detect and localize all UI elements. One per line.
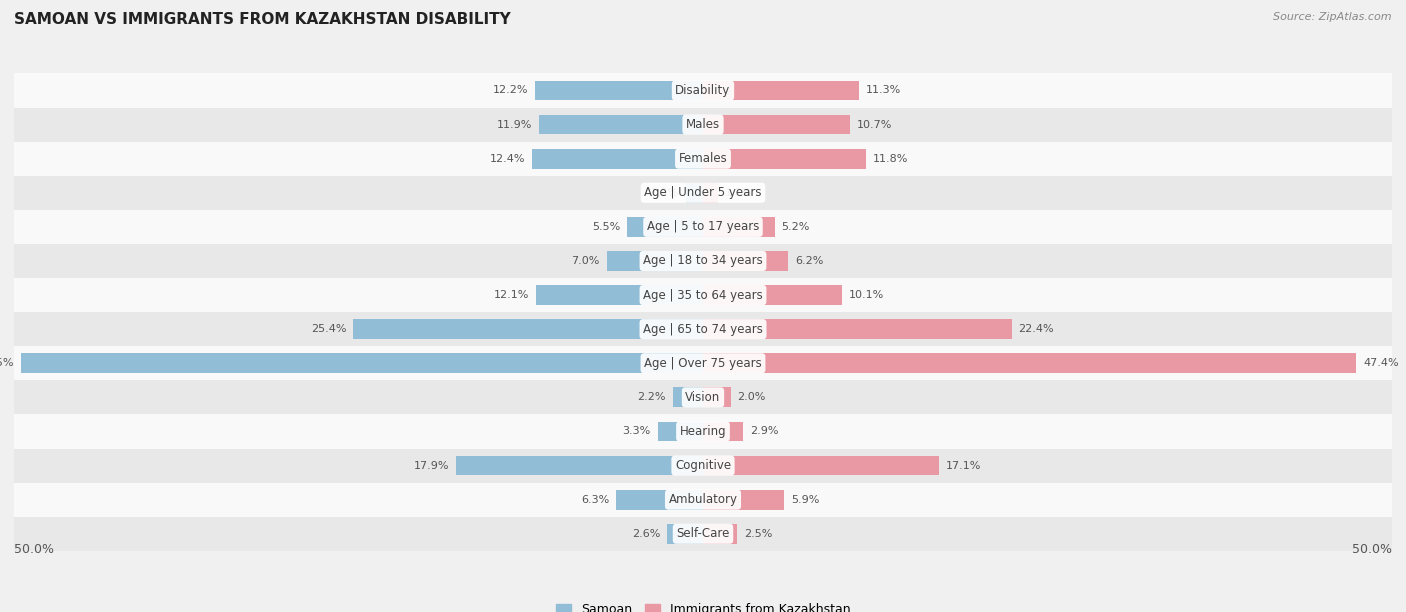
Bar <box>14 278 1392 312</box>
Bar <box>703 456 939 476</box>
Text: 47.4%: 47.4% <box>1362 358 1399 368</box>
Bar <box>14 176 1392 210</box>
Bar <box>14 517 1392 551</box>
Bar <box>14 414 1392 449</box>
Text: 1.1%: 1.1% <box>725 188 754 198</box>
Text: 12.1%: 12.1% <box>494 290 530 300</box>
Bar <box>14 108 1392 141</box>
Bar <box>606 251 703 271</box>
Text: 5.2%: 5.2% <box>782 222 810 232</box>
Text: Age | 35 to 64 years: Age | 35 to 64 years <box>643 289 763 302</box>
Text: Age | Under 5 years: Age | Under 5 years <box>644 186 762 200</box>
Text: Self-Care: Self-Care <box>676 528 730 540</box>
Text: 5.5%: 5.5% <box>592 222 620 232</box>
Bar <box>658 422 703 441</box>
Text: 11.3%: 11.3% <box>866 86 901 95</box>
Bar <box>703 251 789 271</box>
Text: 11.9%: 11.9% <box>496 119 531 130</box>
Bar <box>14 244 1392 278</box>
Text: Age | Over 75 years: Age | Over 75 years <box>644 357 762 370</box>
Text: 2.2%: 2.2% <box>637 392 666 402</box>
Bar <box>627 217 703 237</box>
Text: 2.0%: 2.0% <box>738 392 766 402</box>
Text: 17.1%: 17.1% <box>945 461 981 471</box>
Bar <box>14 141 1392 176</box>
Text: 50.0%: 50.0% <box>1353 543 1392 556</box>
Bar <box>353 319 703 339</box>
Text: 6.3%: 6.3% <box>581 494 609 505</box>
Bar <box>703 149 866 168</box>
Text: 2.5%: 2.5% <box>744 529 773 539</box>
Text: 10.7%: 10.7% <box>858 119 893 130</box>
Text: 25.4%: 25.4% <box>311 324 346 334</box>
Bar <box>14 380 1392 414</box>
Bar <box>14 73 1392 108</box>
Bar <box>14 312 1392 346</box>
Bar <box>457 456 703 476</box>
Text: 3.3%: 3.3% <box>623 427 651 436</box>
Bar <box>686 183 703 203</box>
Bar <box>672 387 703 407</box>
Text: 12.4%: 12.4% <box>489 154 526 163</box>
Bar <box>538 114 703 135</box>
Text: Hearing: Hearing <box>679 425 727 438</box>
Bar <box>21 353 703 373</box>
Text: 10.1%: 10.1% <box>849 290 884 300</box>
Text: 2.9%: 2.9% <box>749 427 779 436</box>
Bar <box>14 346 1392 380</box>
Text: 2.6%: 2.6% <box>631 529 661 539</box>
Text: 5.9%: 5.9% <box>792 494 820 505</box>
Bar <box>703 353 1357 373</box>
Text: Source: ZipAtlas.com: Source: ZipAtlas.com <box>1274 12 1392 22</box>
Bar <box>703 81 859 100</box>
Text: Age | 5 to 17 years: Age | 5 to 17 years <box>647 220 759 233</box>
Bar <box>703 387 731 407</box>
Text: 12.2%: 12.2% <box>492 86 529 95</box>
Bar <box>14 483 1392 517</box>
Text: 49.5%: 49.5% <box>0 358 14 368</box>
Bar <box>14 449 1392 483</box>
Bar <box>536 285 703 305</box>
Bar <box>668 524 703 543</box>
Bar <box>531 149 703 168</box>
Legend: Samoan, Immigrants from Kazakhstan: Samoan, Immigrants from Kazakhstan <box>555 603 851 612</box>
Bar <box>703 114 851 135</box>
Text: SAMOAN VS IMMIGRANTS FROM KAZAKHSTAN DISABILITY: SAMOAN VS IMMIGRANTS FROM KAZAKHSTAN DIS… <box>14 12 510 28</box>
Text: Cognitive: Cognitive <box>675 459 731 472</box>
Bar <box>703 422 742 441</box>
Bar <box>703 217 775 237</box>
Text: Disability: Disability <box>675 84 731 97</box>
Text: 6.2%: 6.2% <box>796 256 824 266</box>
Text: Age | 18 to 34 years: Age | 18 to 34 years <box>643 255 763 267</box>
Bar <box>616 490 703 510</box>
Bar <box>703 285 842 305</box>
Text: 11.8%: 11.8% <box>873 154 908 163</box>
Text: Males: Males <box>686 118 720 131</box>
Bar <box>703 490 785 510</box>
Text: 50.0%: 50.0% <box>14 543 53 556</box>
Text: Age | 65 to 74 years: Age | 65 to 74 years <box>643 323 763 335</box>
Bar <box>703 319 1012 339</box>
Text: 22.4%: 22.4% <box>1018 324 1054 334</box>
Bar <box>703 524 738 543</box>
Text: 7.0%: 7.0% <box>571 256 599 266</box>
Text: 17.9%: 17.9% <box>413 461 450 471</box>
Text: Ambulatory: Ambulatory <box>668 493 738 506</box>
Text: Vision: Vision <box>685 391 721 404</box>
Bar <box>14 210 1392 244</box>
Text: 1.2%: 1.2% <box>651 188 679 198</box>
Text: Females: Females <box>679 152 727 165</box>
Bar <box>703 183 718 203</box>
Bar <box>534 81 703 100</box>
